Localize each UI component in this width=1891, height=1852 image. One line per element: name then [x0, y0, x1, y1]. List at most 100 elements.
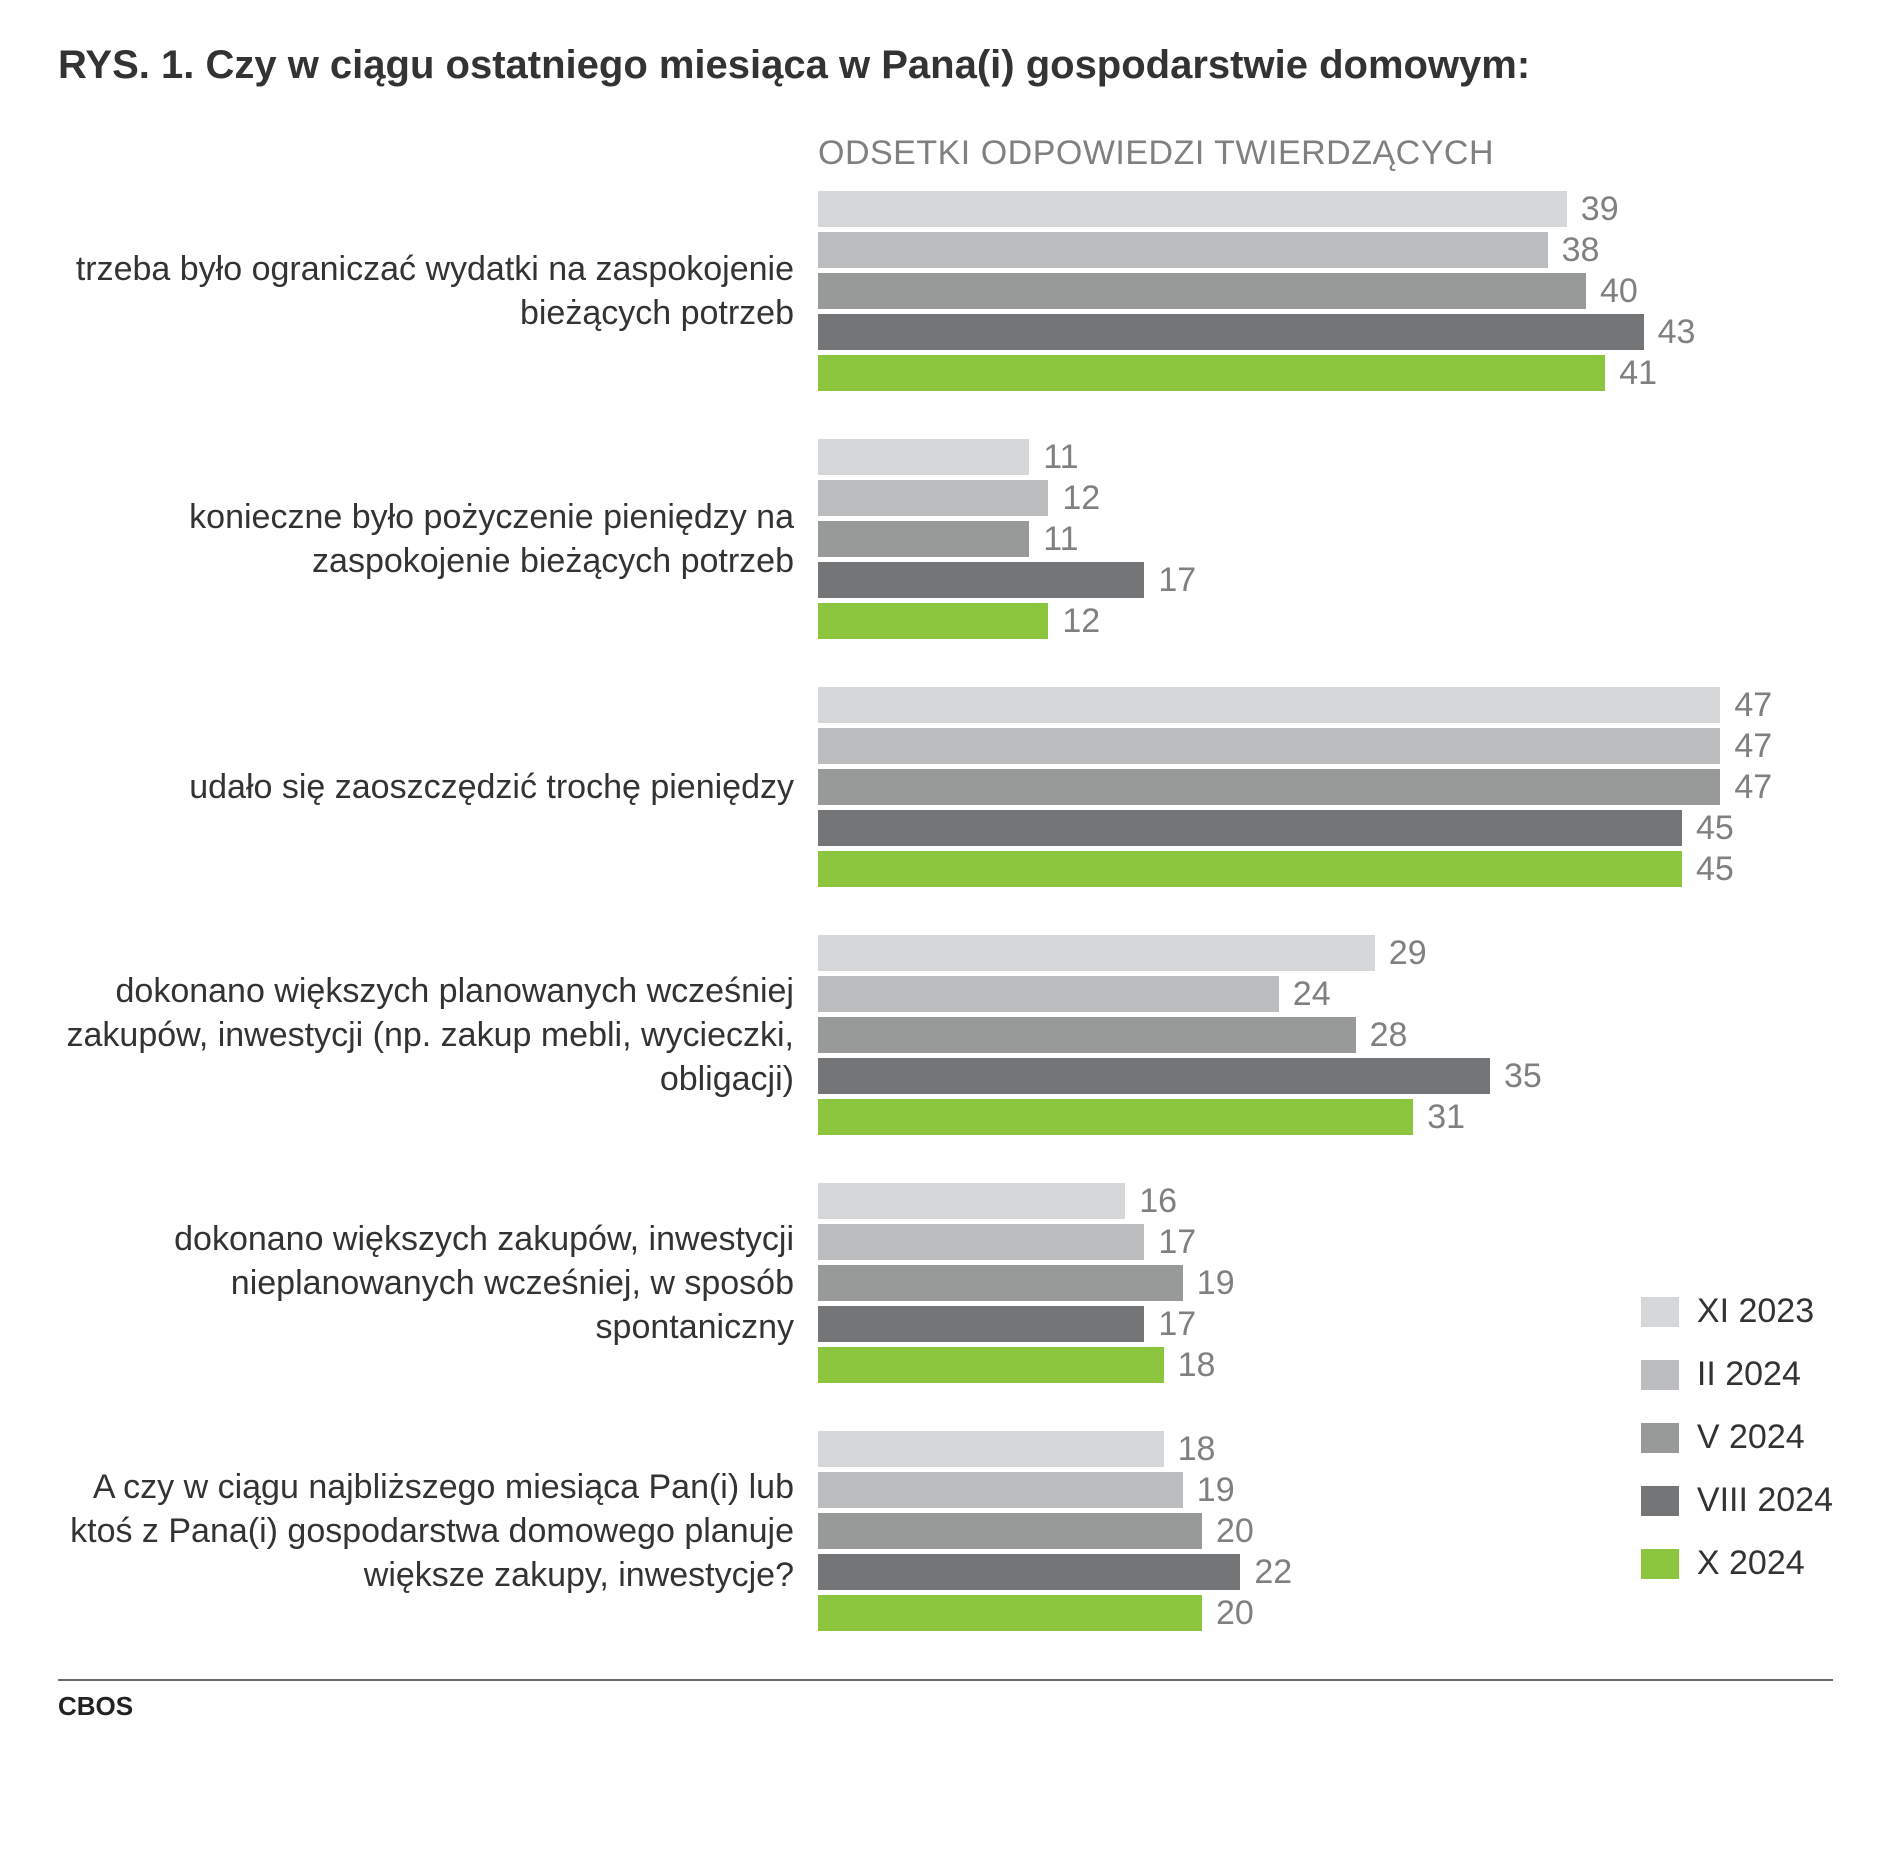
bar-value: 47 [1734, 770, 1772, 804]
bar-value: 17 [1158, 1225, 1196, 1259]
bars-wrap: 29 24 28 35 31 [818, 935, 1833, 1135]
bar-row: 17 [818, 1224, 1833, 1260]
bar-value: 40 [1600, 274, 1638, 308]
bar [818, 1513, 1202, 1549]
chart-title: RYS. 1. Czy w ciągu ostatniego miesiąca … [58, 40, 1833, 90]
bar-row: 31 [818, 1099, 1833, 1135]
bar [818, 480, 1048, 516]
bar-row: 11 [818, 439, 1833, 475]
bar-value: 39 [1581, 192, 1619, 226]
bar [818, 1554, 1240, 1590]
legend-swatch [1641, 1423, 1679, 1453]
bars-wrap: 11 12 11 17 12 [818, 439, 1833, 639]
group-label: dokonano większych zakupów, inwestycji n… [58, 1217, 818, 1350]
bar-group: konieczne było pożyczenie pieniędzy na z… [58, 439, 1833, 639]
bar-value: 12 [1062, 604, 1100, 638]
bar-row: 35 [818, 1058, 1833, 1094]
bar-row: 47 [818, 728, 1833, 764]
bar [818, 1183, 1125, 1219]
bar [818, 232, 1548, 268]
bar-row: 40 [818, 273, 1833, 309]
bar [818, 439, 1029, 475]
bar-row: 45 [818, 810, 1833, 846]
bar-row: 29 [818, 935, 1833, 971]
legend-swatch [1641, 1297, 1679, 1327]
bar [818, 1306, 1144, 1342]
legend-swatch [1641, 1360, 1679, 1390]
legend-swatch [1641, 1549, 1679, 1579]
bar-row: 38 [818, 232, 1833, 268]
footer-rule [58, 1679, 1833, 1681]
bar [818, 1347, 1164, 1383]
legend-swatch [1641, 1486, 1679, 1516]
bar-row: 47 [818, 769, 1833, 805]
chart-legend: XI 2023II 2024V 2024VIII 2024X 2024 [1641, 1292, 1833, 1583]
bar [818, 687, 1720, 723]
legend-label: XI 2023 [1697, 1292, 1814, 1331]
bar [818, 355, 1605, 391]
bar-group: dokonano większych planowanych wcześniej… [58, 935, 1833, 1135]
bar-value: 17 [1158, 563, 1196, 597]
bar-value: 20 [1216, 1514, 1254, 1548]
bar-value: 22 [1254, 1555, 1292, 1589]
bar [818, 521, 1029, 557]
bar-value: 24 [1293, 977, 1331, 1011]
legend-label: X 2024 [1697, 1544, 1805, 1583]
legend-item: II 2024 [1641, 1355, 1833, 1394]
bar-row: 41 [818, 355, 1833, 391]
bar [818, 1017, 1356, 1053]
bar [818, 562, 1144, 598]
chart-container: RYS. 1. Czy w ciągu ostatniego miesiąca … [0, 0, 1891, 1742]
bar-value: 11 [1043, 440, 1078, 474]
bar-value: 31 [1427, 1100, 1465, 1134]
bar [818, 603, 1048, 639]
bar [818, 1595, 1202, 1631]
bar-value: 11 [1043, 522, 1078, 556]
bar-row: 43 [818, 314, 1833, 350]
bar-row: 16 [818, 1183, 1833, 1219]
bar-value: 20 [1216, 1596, 1254, 1630]
bar [818, 810, 1682, 846]
footer-text: CBOS [58, 1691, 1833, 1722]
bar-value: 38 [1562, 233, 1600, 267]
bar-group: udało się zaoszczędzić trochę pieniędzy 4… [58, 687, 1833, 887]
bar [818, 976, 1279, 1012]
bar-value: 47 [1734, 729, 1772, 763]
bar [818, 1058, 1490, 1094]
bar-row: 45 [818, 851, 1833, 887]
bar-value: 17 [1158, 1307, 1196, 1341]
subtitle-spacer [58, 134, 818, 191]
bar [818, 851, 1682, 887]
bar-value: 45 [1696, 811, 1734, 845]
group-label: konieczne było pożyczenie pieniędzy na z… [58, 495, 818, 583]
bar-value: 43 [1658, 315, 1696, 349]
bar-value: 16 [1139, 1184, 1177, 1218]
bar-group: dokonano większych zakupów, inwestycji n… [58, 1183, 1833, 1383]
bar-row: 28 [818, 1017, 1833, 1053]
bar [818, 1265, 1183, 1301]
bar [818, 273, 1586, 309]
bar [818, 1224, 1144, 1260]
chart-plot-area: trzeba było ograniczać wydatki na zaspok… [58, 191, 1833, 1631]
bar-row: 11 [818, 521, 1833, 557]
bar [818, 1431, 1164, 1467]
chart-subtitle: ODSETKI ODPOWIEDZI TWIERDZĄCYCH [818, 134, 1494, 173]
legend-item: XI 2023 [1641, 1292, 1833, 1331]
bars-wrap: 4747474545 [818, 687, 1833, 887]
group-label: udało się zaoszczędzić trochę pieniędzy [58, 765, 818, 809]
legend-item: X 2024 [1641, 1544, 1833, 1583]
bar [818, 191, 1567, 227]
group-label: A czy w ciągu najbliższego miesiąca Pan(… [58, 1465, 818, 1598]
bar-value: 29 [1389, 936, 1427, 970]
subtitle-row: ODSETKI ODPOWIEDZI TWIERDZĄCYCH [58, 134, 1833, 191]
bar-value: 35 [1504, 1059, 1542, 1093]
bar [818, 1472, 1183, 1508]
bar-value: 41 [1619, 356, 1657, 390]
bar [818, 769, 1720, 805]
bar-row: 24 [818, 976, 1833, 1012]
bar-group: A czy w ciągu najbliższego miesiąca Pan(… [58, 1431, 1833, 1631]
bar [818, 728, 1720, 764]
legend-item: V 2024 [1641, 1418, 1833, 1457]
bar-row: 12 [818, 480, 1833, 516]
bar-value: 18 [1178, 1432, 1216, 1466]
